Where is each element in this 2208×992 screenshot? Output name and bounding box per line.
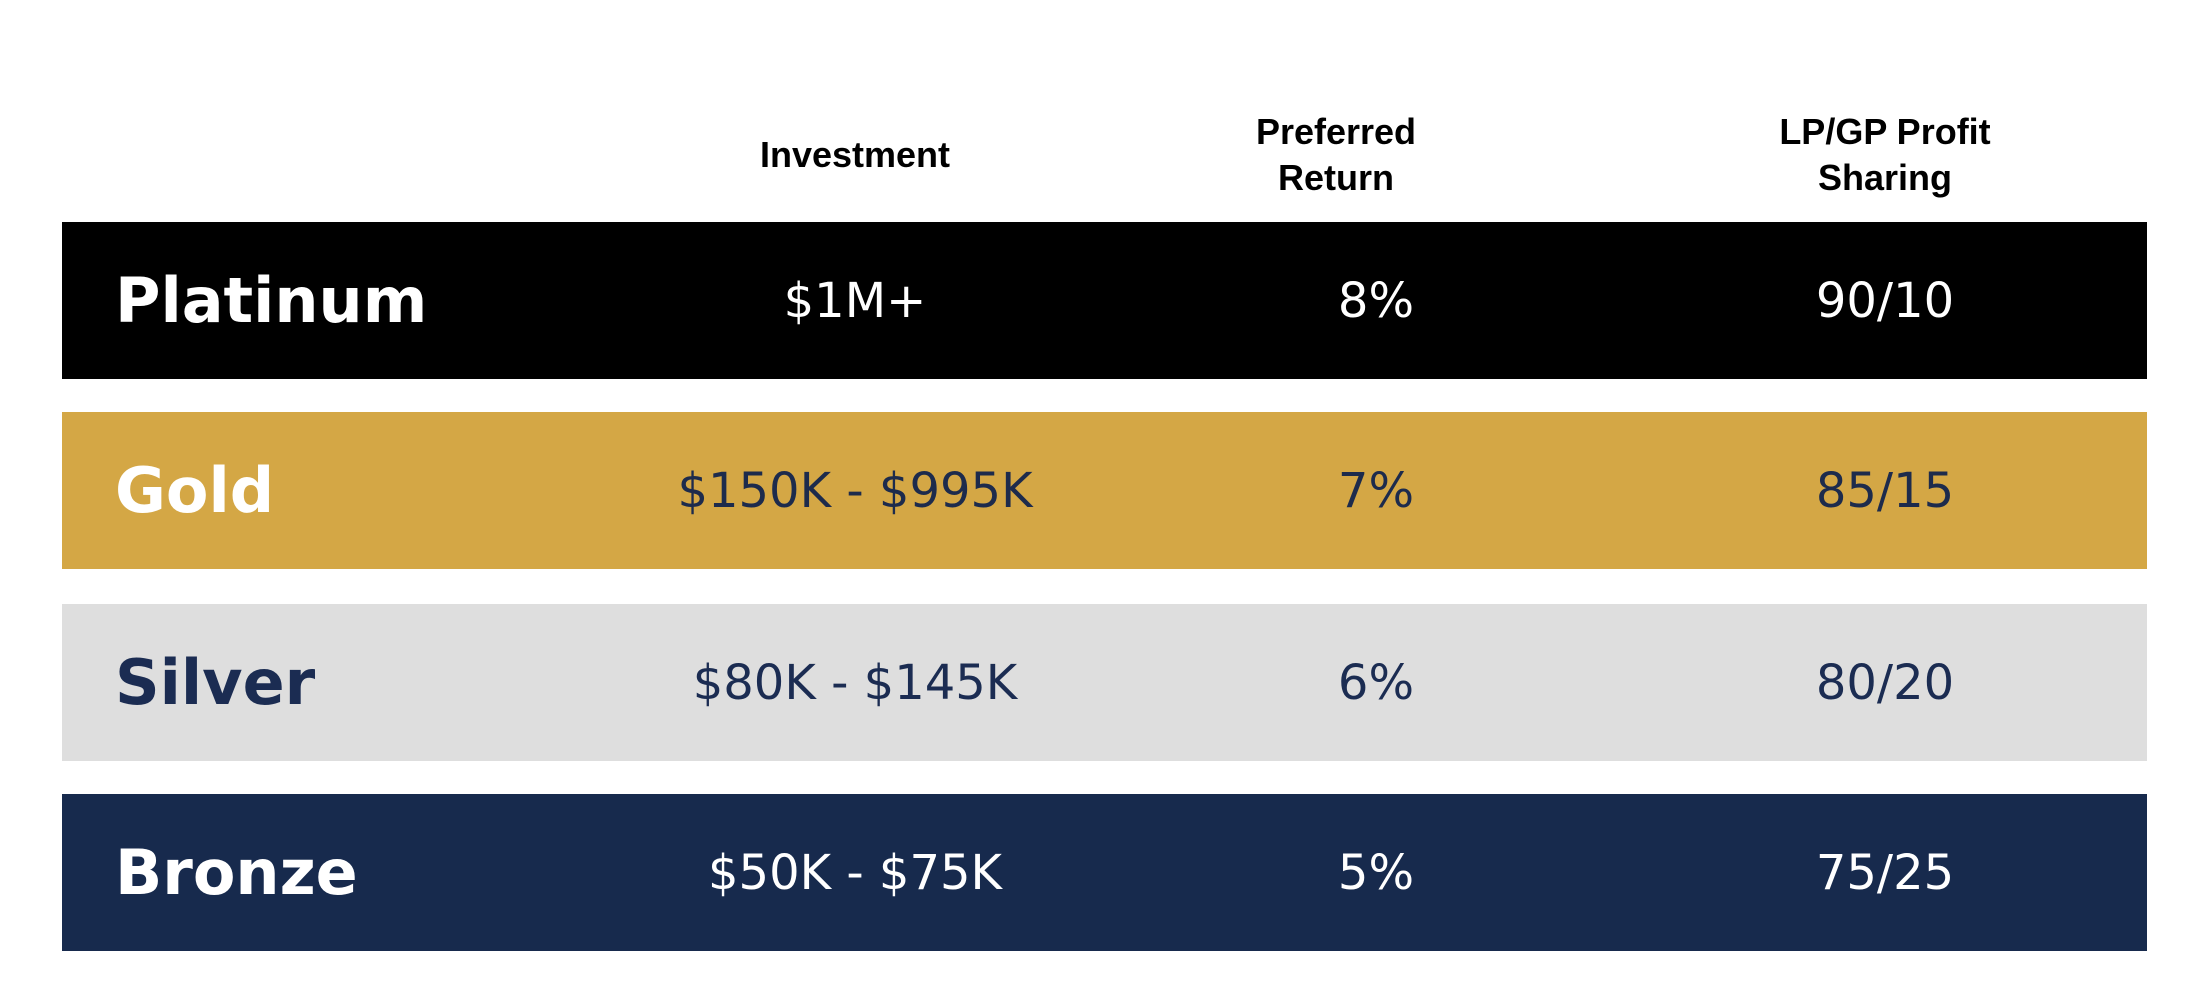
tier-row: Silver $80K - $145K 6% 80/20 xyxy=(62,604,2147,761)
tier-name: Silver xyxy=(115,646,316,719)
tier-value: 6% xyxy=(1337,654,1415,711)
tier-value: $1M+ xyxy=(783,272,927,329)
tier-value: $80K - $145K xyxy=(692,654,1018,711)
tier-value: $150K - $995K xyxy=(677,462,1033,519)
tier-value: 8% xyxy=(1337,272,1415,329)
tier-name: Bronze xyxy=(115,836,358,909)
column-header: Investment xyxy=(759,134,951,175)
tier-value: 7% xyxy=(1337,462,1415,519)
tier-value: 80/20 xyxy=(1815,654,1955,711)
tier-value: 85/15 xyxy=(1815,462,1955,519)
tier-name: Platinum xyxy=(115,264,428,337)
tier-value: 75/25 xyxy=(1815,844,1955,901)
tier-value: 5% xyxy=(1337,844,1415,901)
column-header: Preferred Return xyxy=(1255,111,1417,198)
tier-value: 90/10 xyxy=(1815,272,1955,329)
tier-name: Gold xyxy=(115,454,275,527)
tier-row: Bronze $50K - $75K 5% 75/25 xyxy=(62,794,2147,951)
tier-value: $50K - $75K xyxy=(707,844,1003,901)
column-header: LP/GP Profit Sharing xyxy=(1779,111,1991,198)
tier-row: Gold $150K - $995K 7% 85/15 xyxy=(62,412,2147,569)
tier-row: Platinum $1M+ 8% 90/10 xyxy=(62,222,2147,379)
